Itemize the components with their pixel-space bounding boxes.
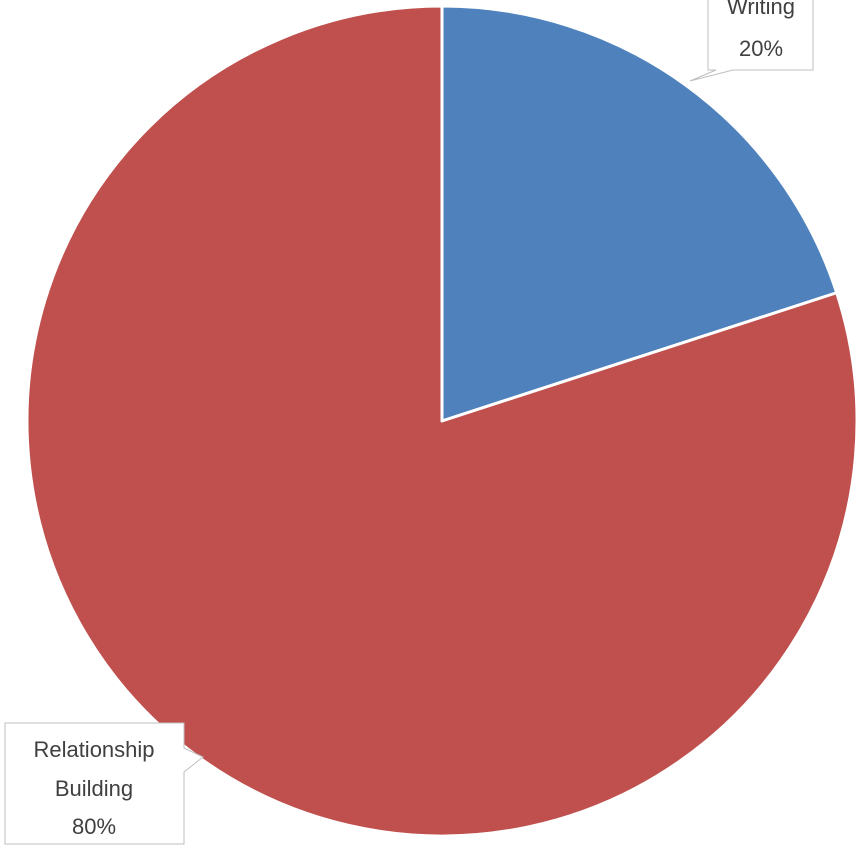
data-label-line-relationship-building-0: Relationship (33, 737, 154, 762)
data-label-line-writing-0: Writing (727, 0, 795, 19)
data-label-line-writing-1: 20% (739, 36, 783, 61)
data-label-line-relationship-building-2: 80% (72, 814, 116, 839)
data-label-writing: Writing 20% (689, 0, 814, 82)
callout-box-relationship-building (4, 722, 204, 845)
callout-box-writing (689, 0, 814, 82)
data-label-relationship-building: Relationship Building 80% (4, 722, 204, 845)
labels-layer: Writing 20% Relationship Building 80% (4, 0, 814, 845)
data-label-line-relationship-building-1: Building (55, 776, 133, 801)
slices-layer (25, 4, 859, 838)
pie-slice-writing (440, 4, 839, 423)
